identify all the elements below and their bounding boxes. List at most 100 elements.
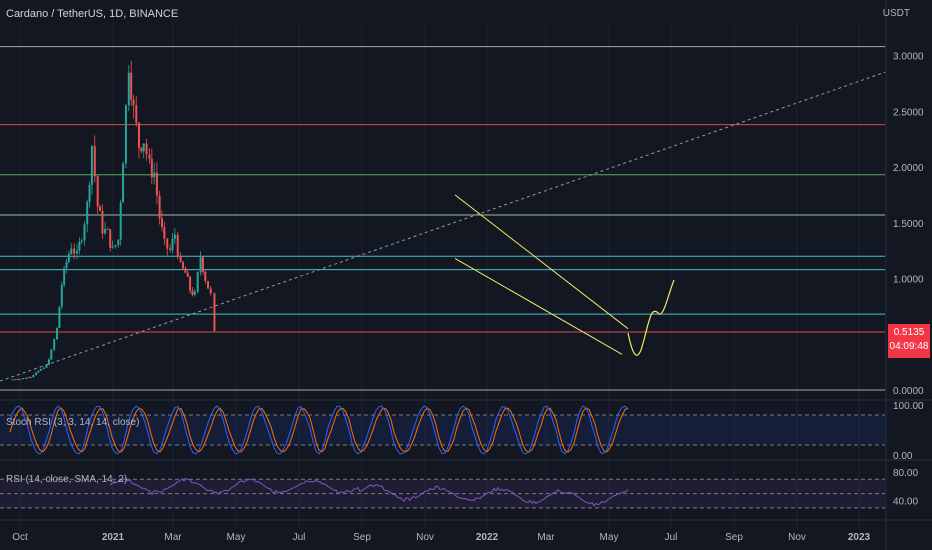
candle-body [101, 211, 104, 234]
candle-body [39, 369, 42, 371]
channel-upper-line [454, 194, 629, 330]
candle-body [163, 227, 166, 239]
price-tick-label: 2.0000 [893, 163, 924, 174]
stoch-k-line [9, 405, 629, 455]
candle-body [42, 367, 45, 370]
time-tick-label: Sep [353, 532, 371, 543]
time-tick-label: Jul [665, 532, 678, 543]
time-axis[interactable]: Oct 2021 Mar May Jul Sep Nov 2022 Mar May Jul Sep No… [12, 532, 870, 543]
candle-body [70, 248, 73, 255]
forecast-curve [627, 279, 675, 356]
candle-body [199, 257, 202, 273]
candle-body [32, 374, 35, 378]
candle-body [88, 184, 91, 203]
candle-body [135, 105, 138, 123]
candle-body [145, 143, 148, 155]
time-tick-label: Sep [725, 532, 743, 543]
candle-body [191, 290, 194, 295]
candle-body [67, 254, 70, 262]
rsi-line [109, 477, 629, 507]
candle-body [37, 370, 40, 373]
candle-body [106, 228, 109, 230]
candle-body [124, 105, 127, 164]
stoch-rsi-pane: 100.00 0.00 [0, 401, 924, 462]
last-price: 0.5135 [893, 327, 925, 338]
candle-body [56, 327, 59, 340]
candle-body [189, 276, 192, 291]
time-tick-label: 2021 [102, 532, 125, 543]
candle-body [47, 359, 50, 365]
candle-body [158, 195, 161, 219]
candle-body [11, 379, 14, 381]
candle-body [73, 248, 76, 254]
bar-countdown: 04:09:48 [889, 341, 929, 352]
stoch-tick-label: 0.00 [893, 451, 913, 462]
candle-body [184, 268, 187, 273]
candle-body [150, 158, 153, 178]
candle-body [109, 229, 112, 248]
candle-body [204, 271, 207, 282]
last-price-tag: 0.5135 04:09:48 [888, 324, 930, 358]
symbol-title[interactable]: Cardano / TetherUS, 1D, BINANCE [6, 8, 179, 20]
candle-body [153, 172, 156, 178]
rsi-label[interactable]: RSI (14, close, SMA, 14, 2) [6, 474, 128, 485]
candle-body [35, 372, 38, 375]
candle-body [63, 268, 66, 285]
rsi-tick-label: 40.00 [893, 497, 918, 508]
candle-body [132, 99, 135, 106]
candle-body [213, 293, 216, 331]
candle-body [14, 379, 17, 381]
candle-body [196, 272, 199, 292]
candle-body [45, 364, 48, 368]
time-tick-label: May [227, 532, 246, 543]
candle-body [29, 377, 32, 379]
candle-body [181, 261, 184, 269]
candle-body [169, 248, 172, 250]
stoch-rsi-label[interactable]: Stoch RSI (3, 3, 14, 14, close) [6, 417, 140, 428]
candle-body [86, 202, 89, 225]
candle-body [122, 163, 125, 203]
rsi-pane: 80.00 40.00 [0, 468, 918, 509]
candle-body [93, 145, 96, 177]
channel-lower-line [454, 257, 623, 355]
time-tick-label: 2023 [848, 532, 871, 543]
candle-body [148, 154, 151, 159]
time-tick-label: Nov [416, 532, 434, 543]
horizontal-levels [0, 46, 885, 391]
price-tick-label: 0.0000 [893, 386, 924, 397]
stoch-tick-label: 100.00 [893, 401, 924, 412]
candle-body [140, 147, 143, 152]
candle-body [104, 228, 107, 234]
time-tick-label: Oct [12, 532, 28, 543]
time-tick-label: Jul [293, 532, 306, 543]
candles-series [11, 60, 216, 381]
candle-body [80, 240, 83, 242]
candle-body [176, 234, 179, 257]
candle-body [111, 246, 114, 248]
candle-body [117, 239, 120, 246]
candle-body [119, 202, 122, 240]
candle-body [19, 378, 22, 380]
stoch-d-line [9, 407, 629, 453]
candle-body [127, 72, 130, 106]
candle-body [90, 145, 93, 185]
candle-body [142, 143, 145, 152]
forecast-path [627, 279, 675, 356]
candle-body [22, 378, 25, 380]
candle-body [130, 72, 133, 100]
candle-body [171, 238, 174, 250]
candle-body [83, 224, 86, 241]
candle-body [78, 241, 81, 251]
trend-line-dashed [0, 71, 886, 382]
time-tick-label: Mar [164, 532, 182, 543]
candle-body [24, 378, 27, 380]
price-tick-label: 2.5000 [893, 107, 924, 118]
time-tick-label: 2022 [476, 532, 499, 543]
currency-label: USDT [882, 8, 910, 19]
candle-body [60, 284, 63, 307]
candle-body [186, 272, 189, 277]
candle-body [201, 257, 204, 272]
candle-body [65, 261, 68, 269]
